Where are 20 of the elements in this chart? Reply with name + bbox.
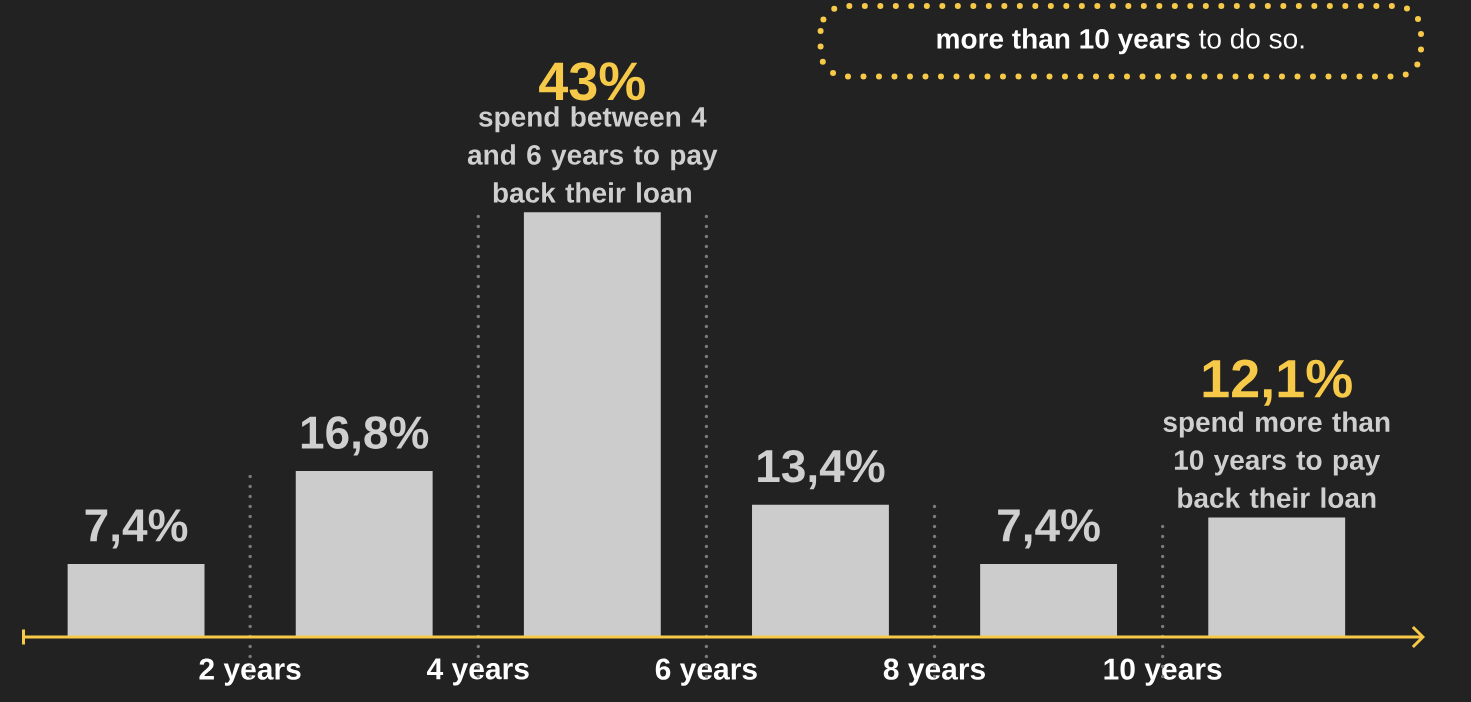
bar [1208,517,1346,637]
bar [752,504,889,637]
annotation: spend between 4 and 6 years to pay back their loan [467,106,718,203]
x-tick-label: 8 years [883,658,985,686]
data-label: 13,4% [758,449,885,490]
x-tick-label: 6 years [655,658,757,686]
bar [523,212,661,637]
data-label: 7,4% [85,509,188,549]
annotation: spend more than 10 years to pay back their loan [1163,411,1390,508]
bar [295,471,433,637]
text: more than 10 years to do so. [937,28,1304,55]
data-label: 16,8% [301,416,429,456]
x-tick-label: 2 years [199,658,301,686]
bar [67,563,205,637]
data-label: 12,1% [1203,359,1352,406]
data-label: 43% [539,62,645,101]
x-tick-label: 10 years [1104,658,1222,686]
x-tick-label: 4 years [427,658,529,686]
data-label: 7,4% [998,509,1100,549]
bar [980,563,1118,637]
